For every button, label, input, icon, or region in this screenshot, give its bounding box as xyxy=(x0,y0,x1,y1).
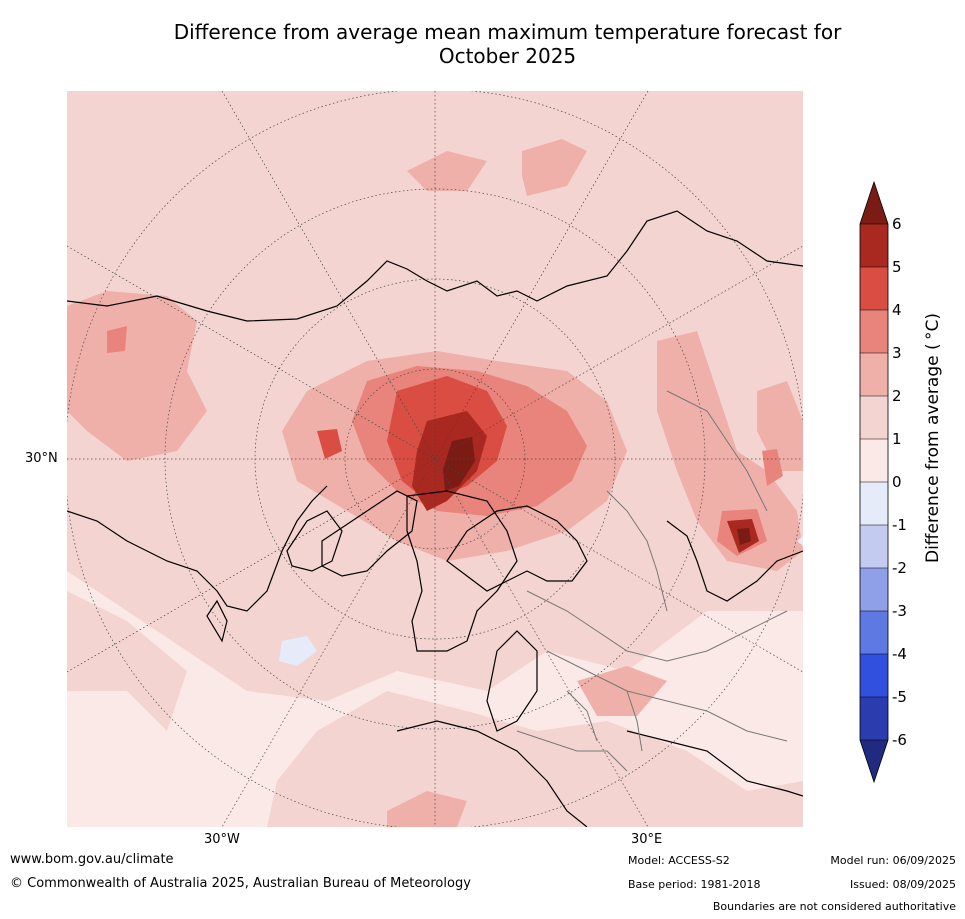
country-borders xyxy=(516,390,788,772)
colorbar-band xyxy=(860,611,888,654)
colorbar-band xyxy=(860,224,888,267)
colorbar-band xyxy=(860,267,888,310)
colorbar-tick-label: 6 xyxy=(892,215,902,233)
lat-label-30n: 30°N xyxy=(25,451,58,466)
footer-issued: Issued: 08/09/2025 xyxy=(849,878,956,891)
colorbar-band xyxy=(860,697,888,740)
colorbar-band xyxy=(860,396,888,439)
colorbar-tick-label: -6 xyxy=(892,731,907,749)
footer-boundaries: Boundaries are not considered authoritat… xyxy=(712,900,956,913)
temperature-anomaly-map xyxy=(67,91,803,827)
lon-label-30w: 30°W xyxy=(204,832,240,847)
colorbar-tick-label: -3 xyxy=(892,602,907,620)
title-line-2: October 2025 xyxy=(438,44,577,68)
colorbar-band xyxy=(860,482,888,525)
colorbar-label: Difference from average ( °C) xyxy=(923,313,943,563)
colorbar-band xyxy=(860,654,888,697)
colorbar-band xyxy=(860,439,888,482)
anomaly-band-minus-1-0 xyxy=(279,536,803,666)
colorbar-tick-label: -5 xyxy=(892,688,907,706)
colorbar-band xyxy=(860,353,888,396)
footer-url: www.bom.gov.au/climate xyxy=(10,852,174,867)
colorbar-tick-label: -1 xyxy=(892,516,907,534)
colorbar-band xyxy=(860,568,888,611)
colorbar-tick-label: 1 xyxy=(892,430,902,448)
title-line-1: Difference from average mean maximum tem… xyxy=(173,20,842,44)
colorbar-tick-label: 3 xyxy=(892,344,902,362)
colorbar-band xyxy=(860,525,888,568)
colorbar-tick-label: -4 xyxy=(892,645,907,663)
colorbar-bands xyxy=(859,180,889,784)
colorbar-ticks: 6 5 4 3 2 1 0 -1 -2 -3 -4 -5 -6 xyxy=(860,215,907,749)
colorbar-tick-label: 2 xyxy=(892,387,902,405)
graticule xyxy=(67,91,803,827)
anomaly-band-above-6 xyxy=(443,437,751,545)
colorbar-extend-bottom xyxy=(860,740,888,782)
colorbar-tick-label: 5 xyxy=(892,258,902,276)
footer-model-run: Model run: 06/09/2025 xyxy=(830,854,956,867)
colorbar-extend-top xyxy=(860,182,888,224)
colorbar-tick-label: -2 xyxy=(892,559,907,577)
colorbar: 6 5 4 3 2 1 0 -1 -2 -3 -4 -5 -6 Difference from aver… xyxy=(859,180,943,784)
lon-label-30e: 30°E xyxy=(631,832,663,847)
coastlines xyxy=(67,210,803,827)
colorbar-tick-label: 0 xyxy=(892,473,902,491)
colorbar-band xyxy=(860,310,888,353)
footer-model: Model: ACCESS-S2 xyxy=(628,854,730,867)
chart-title: Difference from average mean maximum tem… xyxy=(60,20,955,68)
colorbar-tick-label: 4 xyxy=(892,301,902,319)
footer-base-period: Base period: 1981-2018 xyxy=(628,878,761,891)
footer-copyright: © Commonwealth of Australia 2025, Austra… xyxy=(10,876,471,891)
